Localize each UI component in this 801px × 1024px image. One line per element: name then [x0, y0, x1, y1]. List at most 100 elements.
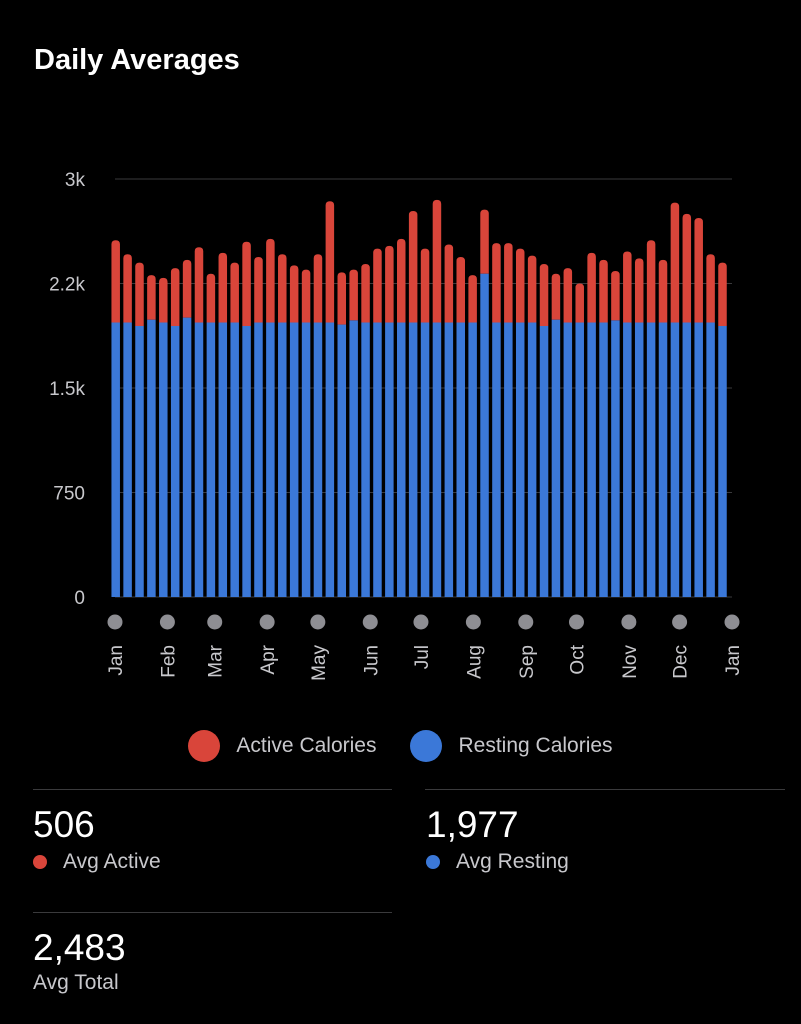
legend-label: Active Calories: [236, 734, 377, 757]
bar-active: [147, 275, 156, 320]
x-tick-dot: [207, 614, 223, 630]
x-tick-dot: [310, 614, 326, 630]
bar-active: [254, 257, 263, 323]
bar-active: [718, 262, 727, 326]
bar-resting: [420, 322, 430, 597]
bar-resting: [718, 325, 727, 597]
stacked-bar-chart: 0 750 1.5k 2.2k 3k Jan Feb Mar Apr May Jun Jul Aug Se…: [49, 170, 744, 681]
x-tick-dot: [724, 614, 740, 630]
x-tick-label: Jan: [723, 645, 744, 676]
bar-active: [325, 201, 335, 323]
bar-resting: [206, 322, 216, 597]
x-tick-label: Nov: [620, 645, 641, 679]
bar-active: [123, 254, 132, 323]
divider: [425, 789, 785, 790]
stat-value: 2,483: [33, 927, 126, 968]
bar-active: [159, 277, 168, 323]
bar-active: [289, 265, 299, 323]
bar-resting: [159, 322, 168, 597]
bar-resting: [456, 322, 465, 597]
bar-active: [397, 238, 406, 323]
bar-resting: [254, 322, 263, 597]
x-tick-dot: [568, 614, 584, 630]
x-tick-dot: [159, 614, 175, 630]
x-tick-dot: [413, 614, 429, 630]
bar-resting: [349, 320, 358, 597]
bar-resting: [361, 322, 370, 597]
x-tick-dot: [518, 614, 534, 630]
bar-resting: [301, 322, 311, 597]
bar-resting: [444, 322, 454, 597]
bar-resting: [325, 322, 335, 597]
bar-active: [266, 238, 275, 323]
x-tick-label: Feb: [158, 645, 179, 678]
bar-active: [492, 243, 501, 323]
bar-active: [420, 248, 430, 323]
bar-resting: [706, 322, 715, 597]
stat-avg-resting: 1,977 Avg Resting: [426, 804, 569, 874]
bar-active: [611, 270, 620, 321]
x-tick-label: Dec: [671, 645, 692, 679]
y-tick-label: 2.2k: [49, 275, 85, 296]
bar-active: [218, 252, 228, 323]
bar-active: [135, 262, 144, 326]
bar-resting: [658, 322, 668, 597]
legend-swatch-resting: [410, 730, 443, 762]
bar-active: [527, 255, 537, 323]
bar-resting: [670, 322, 680, 597]
bar-resting: [563, 322, 573, 597]
bar-resting: [111, 322, 120, 597]
x-tick-label: Aug: [464, 645, 485, 679]
bar-resting: [587, 322, 596, 597]
bar-active: [337, 272, 347, 325]
bar-active: [278, 254, 287, 323]
bar-active: [515, 248, 525, 323]
bar-resting: [432, 322, 442, 597]
bar-active: [182, 259, 192, 318]
bar-resting: [480, 273, 489, 597]
bar-resting: [182, 317, 192, 597]
divider: [33, 789, 392, 790]
bar-resting: [468, 322, 477, 597]
x-tick-label: Sep: [517, 645, 538, 679]
bar-resting: [694, 322, 703, 597]
x-tick-dot: [465, 614, 481, 630]
bar-active: [111, 240, 120, 323]
bar-resting: [515, 322, 525, 597]
bar-active: [349, 269, 358, 321]
bar-active: [694, 218, 703, 323]
bar-active: [634, 258, 644, 323]
bar-resting: [527, 322, 537, 597]
bar-resting: [313, 322, 323, 597]
bar-resting: [278, 322, 287, 597]
bar-resting: [492, 322, 501, 597]
bar-active: [682, 213, 692, 323]
bar-active: [408, 211, 418, 323]
x-tick-label: Apr: [258, 644, 279, 674]
bar-active: [468, 275, 477, 323]
divider: [33, 912, 392, 913]
bar-active: [206, 273, 216, 323]
bar-resting: [551, 319, 561, 597]
bar-resting: [289, 322, 299, 597]
legend-item-resting: Resting Calories: [410, 730, 613, 762]
y-tick-label: 3k: [65, 170, 86, 191]
chart-legend: Active Calories Resting Calories: [0, 730, 801, 762]
y-tick-label: 0: [74, 588, 85, 609]
bar-resting: [266, 322, 275, 597]
bar-resting: [623, 322, 632, 597]
bar-active: [551, 273, 561, 320]
active-dot-icon: [33, 855, 47, 869]
y-tick-label: 750: [53, 484, 85, 505]
legend-item-active: Active Calories: [188, 730, 376, 762]
bar-active: [170, 268, 180, 326]
resting-dot-icon: [426, 855, 440, 869]
legend-label: Resting Calories: [458, 734, 613, 757]
bar-active: [361, 263, 370, 323]
bar-active: [575, 283, 584, 323]
x-tick-label: Mar: [206, 644, 227, 677]
bar-active: [670, 202, 680, 323]
bar-resting: [194, 322, 204, 597]
bar-resting: [337, 324, 347, 597]
bar-active: [456, 257, 465, 323]
